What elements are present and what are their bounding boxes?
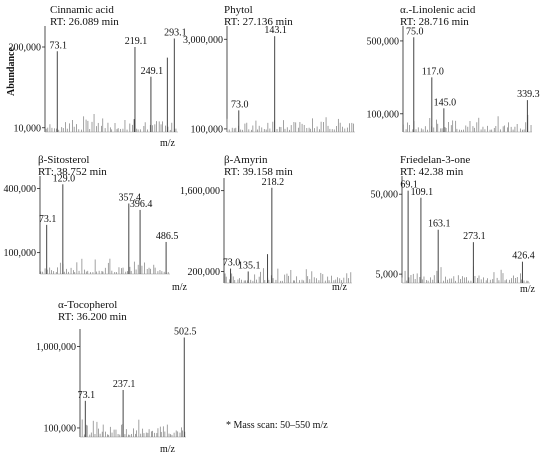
peak-label: 73.0 (223, 258, 241, 269)
y-tick-label: 1,600,000 (180, 186, 220, 197)
y-tick-label: 100,000 (44, 423, 77, 434)
peak-label: 129.0 (53, 173, 76, 184)
y-tick-label: 100,000 (367, 109, 400, 120)
y-tick-label: 50,000 (371, 190, 399, 201)
peak-label: 117.0 (422, 66, 444, 77)
panel-friedelan-3-one: Friedelan-3-one RT: 42.38 min 50,000 5,00… (360, 150, 540, 300)
peak-label: 73.0 (231, 99, 249, 110)
panel-beta-sitosterol: β-Sitosterol RT: 38.752 min 400,000 100,0… (0, 150, 188, 300)
peak-label: 143.1 (264, 25, 287, 36)
x-axis-label: m/z (332, 282, 348, 293)
peak-label: 249.1 (141, 66, 164, 77)
peak-label: 75.0 (406, 26, 424, 37)
panel-title: α-Tocopherol (58, 299, 118, 311)
panel-beta-amyrin: β-Amyrin RT: 39.158 min 1,600,000 200,000… (180, 150, 360, 300)
panel-title: Cinnamic acid (50, 4, 114, 16)
panel-alpha-linolenic-acid: α.-Linolenic acid RT: 28.716 min 500,000… (360, 0, 540, 150)
panel-retention-time: RT: 27.136 min (224, 16, 293, 28)
panel-title: Friedelan-3-one (400, 154, 471, 166)
panel-alpha-tocopherol: α-Tocopherol RT: 36.200 min 1,000,000 100… (0, 295, 200, 455)
y-tick-label: 200,000 (188, 267, 221, 278)
peak-label: 73.1 (50, 40, 68, 51)
x-axis-label: m/z (160, 444, 176, 455)
y-tick-label: 5,000 (376, 270, 399, 281)
x-axis-label: m/z (160, 138, 176, 149)
peak-label: 339.3 (517, 89, 540, 100)
y-tick-label: 500,000 (367, 36, 400, 47)
y-tick-label: 100,000 (4, 248, 37, 259)
panel-retention-time: RT: 28.716 min (400, 16, 469, 28)
peak-label: 357.4 (119, 193, 142, 204)
peak-label: 237.1 (113, 379, 136, 390)
noise-peaks (45, 114, 177, 132)
peak-label: 73.1 (39, 214, 57, 225)
y-tick-label: 400,000 (4, 184, 37, 195)
panel-title: β-Amyrin (224, 154, 268, 166)
noise-peaks (79, 419, 186, 437)
y-tick-label: 3,000,000 (183, 35, 223, 46)
mass-scan-note: * Mass scan: 50–550 m/z (226, 420, 328, 431)
spectrum-plot: 1,000,000 100,000 73.1 237.1 502.5 m/z (36, 327, 197, 455)
y-tick-label: 100,000 (191, 124, 224, 135)
peak-label: 69.1 (400, 180, 418, 191)
panel-retention-time: RT: 36.200 min (58, 311, 127, 323)
panel-phytol: Phytol RT: 27.136 min 3,000,000 100,000 73… (180, 0, 360, 150)
panel-retention-time: RT: 42.38 min (400, 166, 464, 178)
peak-label: 502.5 (174, 327, 197, 338)
peak-label: 219.1 (125, 36, 148, 47)
panel-cinnamic-acid: Cinnamic acid RT: 26.089 min 200,000 10,0… (0, 0, 187, 150)
panel-retention-time: RT: 39.158 min (224, 166, 293, 178)
peak-label: 396.4 (130, 199, 153, 210)
peak-label: 293.1 (164, 28, 187, 39)
peak-label: 273.1 (463, 231, 486, 242)
peak-label: 426.4 (512, 251, 535, 262)
y-tick-label: 1,000,000 (36, 342, 76, 353)
noise-peaks (401, 266, 529, 283)
x-axis-label: m/z (172, 282, 188, 293)
peak-label: 73.1 (78, 390, 96, 401)
noise-peaks (40, 258, 169, 274)
peak-label: 163.1 (428, 219, 451, 230)
x-axis-label: m/z (520, 284, 536, 295)
noise-peaks (226, 117, 354, 132)
y-tick-label: 10,000 (14, 123, 42, 134)
y-tick-label: 200,000 (9, 43, 42, 54)
panel-retention-time: RT: 38.752 min (38, 166, 107, 178)
panel-retention-time: RT: 26.089 min (50, 16, 119, 28)
peak-label: 109.1 (411, 187, 434, 198)
noise-peaks (403, 114, 532, 132)
peak-label: 145.0 (434, 97, 457, 108)
panel-title: β-Sitosterol (38, 154, 90, 166)
spectrum-plot: 200,000 10,000 73.1 219.1 249.1 293.1 m/z (9, 26, 187, 149)
peak-label: 135.1 (238, 260, 261, 271)
peak-label: 218.2 (262, 177, 285, 188)
panel-title: α.-Linolenic acid (400, 4, 476, 16)
peak-label: 486.5 (156, 231, 179, 242)
noise-peaks (224, 268, 352, 283)
spectrum-plot: 500,000 100,000 75.0 117.0 145.0 339.3 (367, 26, 540, 133)
panel-title: Phytol (224, 4, 253, 16)
spectrum-plot: 3,000,000 100,000 73.0 143.1 (183, 25, 355, 135)
